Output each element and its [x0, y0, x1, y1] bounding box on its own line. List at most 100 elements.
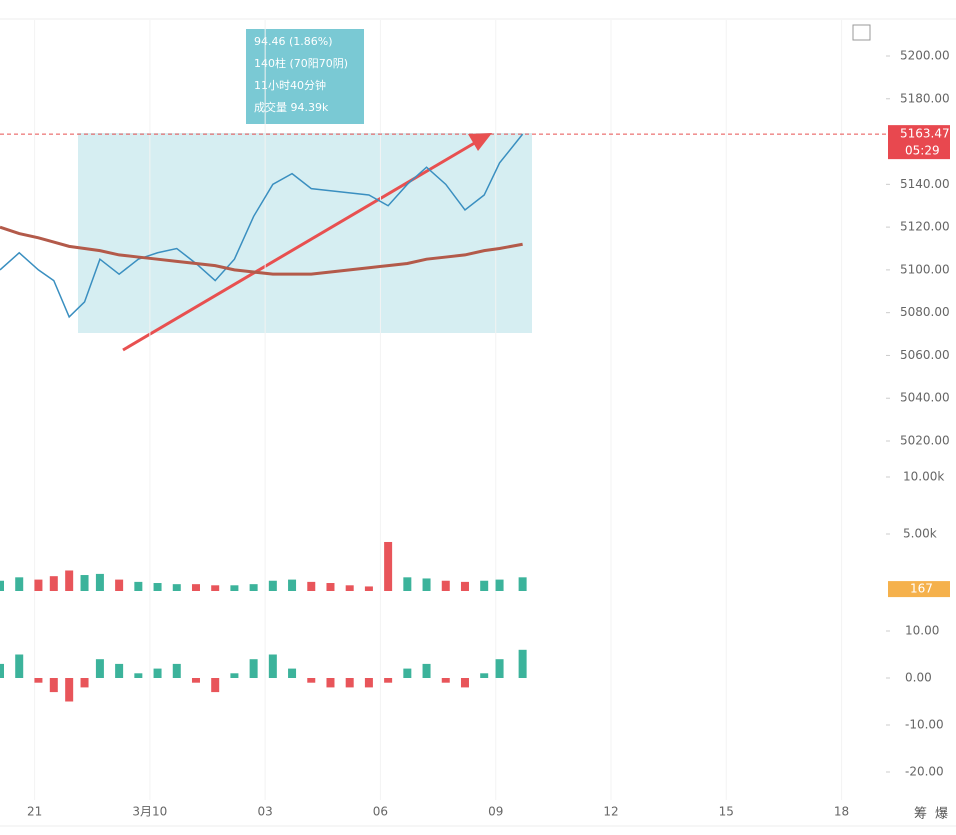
- y-tick-label: 5040.00: [900, 391, 950, 405]
- macd-tick-label: -10.00: [905, 718, 944, 732]
- macd-bar: [80, 678, 89, 688]
- macd-bar: [441, 678, 450, 683]
- y-tick-label: 5020.00: [900, 434, 950, 448]
- volume-bar: [115, 579, 124, 591]
- y-tick-label: 5140.00: [900, 177, 950, 191]
- volume-bar: [268, 580, 277, 591]
- x-tick-label: 09: [488, 805, 503, 819]
- volume-bar: [65, 570, 74, 591]
- macd-tick-label: 0.00: [905, 671, 932, 685]
- macd-bar: [153, 668, 162, 678]
- volume-bar: [441, 580, 450, 591]
- arrow-head: [468, 133, 492, 151]
- corner-button[interactable]: 筹: [914, 806, 927, 822]
- price-line: [0, 133, 524, 319]
- volume-bar: [191, 584, 200, 591]
- macd-bar: [307, 678, 316, 683]
- macd-bar: [288, 668, 297, 678]
- tooltip-line: 11小时40分钟: [254, 78, 326, 92]
- last-price-box: [888, 125, 950, 160]
- x-tick-label: 21: [27, 805, 42, 819]
- y-tick-label: 5200.00: [900, 49, 950, 63]
- volume-bar: [403, 577, 412, 591]
- volume-bar: [153, 583, 162, 591]
- macd-bar: [49, 678, 58, 693]
- macd-bar: [249, 659, 258, 678]
- macd-bar: [95, 659, 104, 678]
- macd-bar: [0, 663, 4, 678]
- macd-bar: [422, 663, 431, 678]
- last-volume-label: 167: [910, 582, 933, 596]
- macd-tick-label: 10.00: [905, 624, 939, 638]
- macd-bar: [326, 678, 335, 688]
- price-line: [0, 225, 523, 276]
- volume-bar: [384, 541, 393, 591]
- trend-arrow: [122, 139, 479, 352]
- y-tick-label: 5080.00: [900, 305, 950, 319]
- x-tick-label: 12: [603, 805, 618, 819]
- y-tick-label: 5120.00: [900, 220, 950, 234]
- volume-bar: [288, 579, 297, 591]
- volume-bar: [422, 578, 431, 591]
- volume-bar: [49, 576, 58, 591]
- y-tick-label: 5180.00: [900, 91, 950, 105]
- macd-bar: [34, 678, 43, 683]
- macd-bar: [495, 659, 504, 678]
- x-tick-label: 06: [373, 805, 388, 819]
- y-tick-label: 5100.00: [900, 262, 950, 276]
- macd-bar: [345, 678, 354, 688]
- x-tick-label: 03: [258, 805, 273, 819]
- corner-button[interactable]: 爆: [935, 807, 948, 822]
- volume-bar: [134, 581, 143, 591]
- range-tooltip: [246, 29, 364, 124]
- macd-tick-label: -20.00: [905, 765, 944, 779]
- volume-bar: [0, 580, 4, 591]
- last-price-label: 5163.47: [900, 127, 950, 141]
- volume-bar: [15, 577, 24, 591]
- macd-bar: [172, 663, 181, 678]
- volume-bar: [460, 581, 469, 591]
- macd-bar: [65, 678, 74, 702]
- x-tick-label: 15: [719, 805, 734, 819]
- last-volume-box: [888, 581, 950, 598]
- volume-bar: [249, 584, 258, 591]
- range-selection: [78, 133, 532, 333]
- volume-bar: [326, 583, 335, 591]
- volume-bar: [480, 580, 489, 591]
- macd-bar: [364, 678, 373, 688]
- macd-bar: [211, 678, 220, 693]
- macd-bar: [518, 649, 527, 678]
- macd-bar: [460, 678, 469, 688]
- macd-bar: [134, 673, 143, 678]
- volume-tick-label: 10.00k: [903, 470, 944, 484]
- volume-bar: [345, 585, 354, 591]
- tooltip-line: 140柱 (70阳70阴): [254, 56, 348, 70]
- volume-bar: [211, 585, 220, 591]
- tooltip-line: 94.46 (1.86%): [254, 35, 333, 48]
- macd-bar: [384, 678, 393, 683]
- expand-icon[interactable]: [852, 24, 871, 41]
- volume-bar: [230, 585, 239, 591]
- volume-bar: [95, 573, 104, 591]
- macd-bar: [15, 654, 24, 678]
- volume-bar: [80, 575, 89, 591]
- volume-bar: [172, 584, 181, 591]
- tooltip-line: 成交量 94.39k: [254, 100, 329, 114]
- x-tick-label: 18: [834, 805, 849, 819]
- volume-tick-label: 5.00k: [903, 527, 937, 541]
- volume-bar: [364, 586, 373, 591]
- x-tick-label: 3月10: [132, 805, 167, 819]
- volume-bar: [518, 577, 527, 591]
- macd-bar: [403, 668, 412, 678]
- macd-bar: [268, 654, 277, 678]
- volume-bar: [34, 579, 43, 591]
- macd-bar: [480, 673, 489, 678]
- macd-bar: [115, 663, 124, 678]
- y-tick-label: 5060.00: [900, 348, 950, 362]
- macd-bar: [230, 673, 239, 678]
- volume-bar: [495, 579, 504, 591]
- macd-bar: [191, 678, 200, 683]
- volume-bar: [307, 581, 316, 591]
